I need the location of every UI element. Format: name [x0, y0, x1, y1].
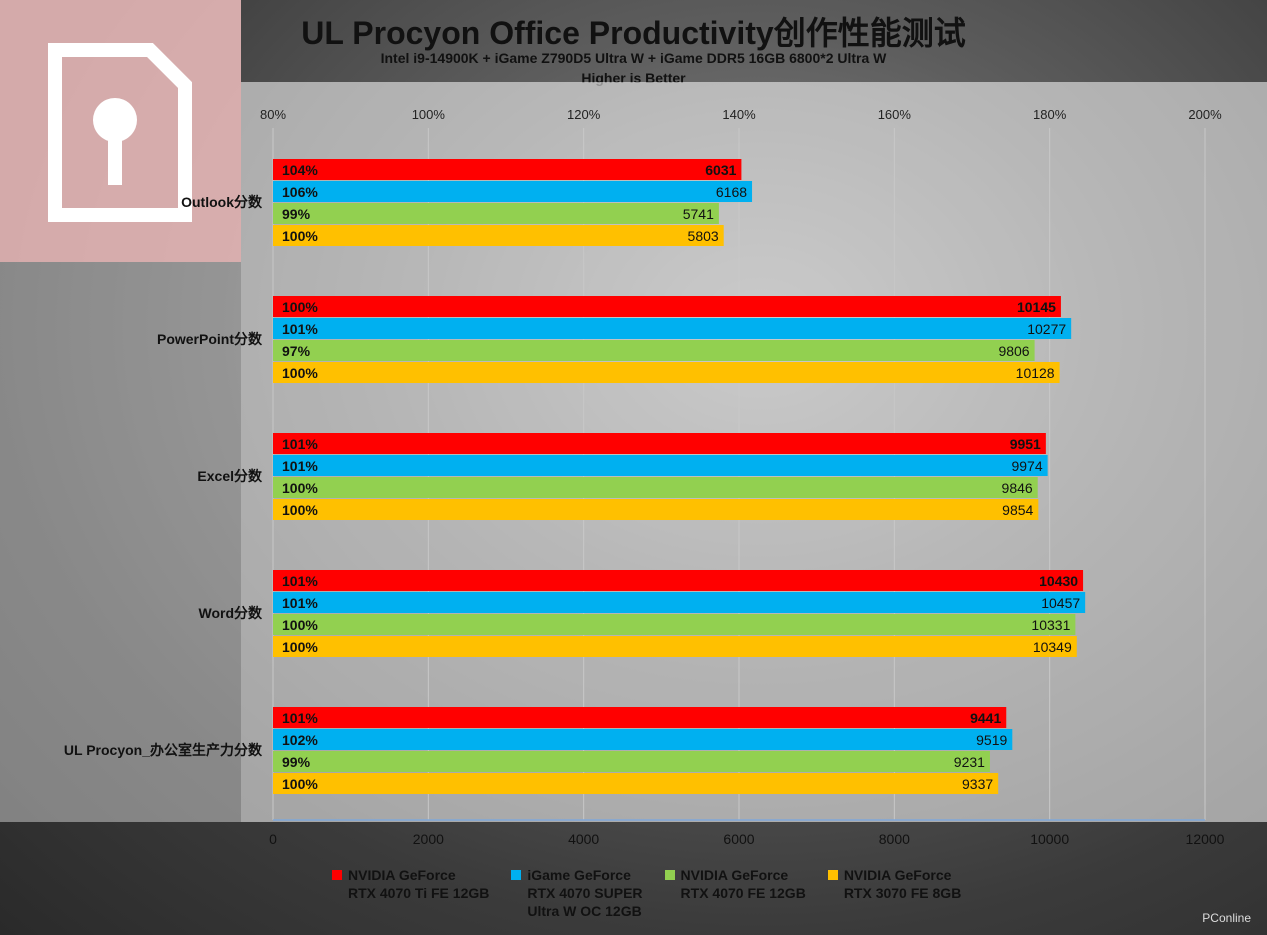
bar-value-label: 9951: [1010, 436, 1041, 452]
secondary-tick-label: 160%: [878, 107, 912, 122]
bar-percent-label: 100%: [282, 502, 318, 518]
legend-swatch: [664, 870, 675, 880]
bar-percent-label: 100%: [282, 365, 318, 381]
bar-percent-label: 100%: [282, 776, 318, 792]
secondary-tick-label: 120%: [567, 107, 601, 122]
bar-percent-label: 101%: [282, 595, 318, 611]
secondary-tick-label: 100%: [412, 107, 446, 122]
legend-item: iGame GeForce RTX 4070 SUPER Ultra W OC …: [511, 866, 643, 920]
bar: [273, 636, 1077, 657]
legend-item: NVIDIA GeForce RTX 4070 Ti FE 12GB: [332, 866, 489, 920]
bar-value-label: 10331: [1031, 617, 1070, 633]
bar: [273, 433, 1046, 454]
bar-value-label: 10430: [1039, 573, 1078, 589]
watermark-logo: [0, 0, 241, 262]
bar: [273, 477, 1038, 498]
bar: [273, 362, 1060, 383]
bar: [273, 181, 753, 202]
bar: [273, 499, 1039, 520]
bar-percent-label: 106%: [282, 184, 318, 200]
bar-percent-label: 99%: [282, 206, 311, 222]
bar-value-label: 10457: [1041, 595, 1080, 611]
legend-label: iGame GeForce RTX 4070 SUPER Ultra W OC …: [527, 867, 643, 919]
bar-value-label: 9806: [998, 343, 1029, 359]
bar-value-label: 9846: [1002, 480, 1033, 496]
bar-percent-label: 97%: [282, 343, 311, 359]
x-tick-label: 2000: [413, 831, 444, 847]
bar-value-label: 9441: [970, 710, 1001, 726]
bar-percent-label: 101%: [282, 321, 318, 337]
bar-percent-label: 100%: [282, 299, 318, 315]
bar-value-label: 9337: [962, 776, 993, 792]
bar: [273, 318, 1072, 339]
bar-percent-label: 100%: [282, 639, 318, 655]
x-tick-label: 12000: [1186, 831, 1225, 847]
bar-percent-label: 101%: [282, 458, 318, 474]
secondary-tick-label: 200%: [1188, 107, 1222, 122]
bar: [273, 203, 719, 224]
bar-value-label: 10349: [1033, 639, 1072, 655]
bar: [273, 159, 742, 180]
legend-swatch: [827, 870, 838, 880]
label-area: [0, 262, 241, 822]
bar-percent-label: 101%: [282, 573, 318, 589]
subtitle-line-1: Intel i9-14900K + iGame Z790D5 Ultra W +…: [380, 50, 887, 66]
x-tick-label: 0: [269, 831, 277, 847]
watermark-text: PConline: [1202, 911, 1251, 925]
x-tick-label: 4000: [568, 831, 599, 847]
chart-legend: NVIDIA GeForce RTX 4070 Ti FE 12GB iGame …: [332, 866, 961, 920]
bar-value-label: 10128: [1016, 365, 1055, 381]
bar: [273, 707, 1007, 728]
legend-label: NVIDIA GeForce RTX 4070 FE 12GB: [680, 867, 806, 901]
bar-percent-label: 101%: [282, 436, 318, 452]
x-tick-label: 6000: [723, 831, 754, 847]
bar-value-label: 10145: [1017, 299, 1056, 315]
x-tick-label: 8000: [879, 831, 910, 847]
legend-swatch: [332, 870, 342, 880]
category-label: Excel分数: [197, 468, 263, 484]
bar: [273, 340, 1035, 361]
bar: [273, 592, 1086, 613]
category-label: PowerPoint分数: [157, 331, 263, 347]
bar-value-label: 10277: [1027, 321, 1066, 337]
bar: [273, 570, 1084, 591]
bar-percent-label: 104%: [282, 162, 318, 178]
x-tick-label: 10000: [1030, 831, 1069, 847]
bar: [273, 729, 1013, 750]
legend-label: NVIDIA GeForce RTX 4070 Ti FE 12GB: [348, 867, 490, 901]
bar-value-label: 9974: [1011, 458, 1042, 474]
bar-percent-label: 100%: [282, 480, 318, 496]
category-label: Word分数: [198, 605, 263, 621]
bar: [273, 296, 1061, 317]
bar-value-label: 6031: [705, 162, 736, 178]
legend-item: NVIDIA GeForce RTX 4070 FE 12GB: [664, 866, 806, 920]
secondary-tick-label: 180%: [1033, 107, 1067, 122]
category-label: Outlook分数: [181, 194, 263, 210]
bar: [273, 614, 1076, 635]
bar-value-label: 9519: [976, 732, 1007, 748]
legend-swatch: [511, 870, 522, 880]
bar-value-label: 5803: [688, 228, 719, 244]
bar: [273, 225, 724, 246]
bar-percent-label: 102%: [282, 732, 318, 748]
category-label: UL Procyon_办公室生产力分数: [64, 742, 263, 758]
bar-value-label: 5741: [683, 206, 714, 222]
bar-value-label: 9854: [1002, 502, 1033, 518]
chart-title: UL Procyon Office Productivity创作性能测试: [301, 15, 966, 51]
bar-percent-label: 101%: [282, 710, 318, 726]
secondary-tick-label: 140%: [722, 107, 756, 122]
bar: [273, 751, 990, 772]
bar: [273, 773, 999, 794]
legend-label: NVIDIA GeForce RTX 3070 FE 8GB: [843, 867, 962, 901]
bar: [273, 455, 1048, 476]
bar-value-label: 6168: [716, 184, 747, 200]
legend-item: NVIDIA GeForce RTX 3070 FE 8GB: [827, 866, 962, 920]
bar-percent-label: 100%: [282, 228, 318, 244]
bar-percent-label: 100%: [282, 617, 318, 633]
secondary-tick-label: 80%: [260, 107, 286, 122]
bar-percent-label: 99%: [282, 754, 311, 770]
bar-value-label: 9231: [954, 754, 985, 770]
